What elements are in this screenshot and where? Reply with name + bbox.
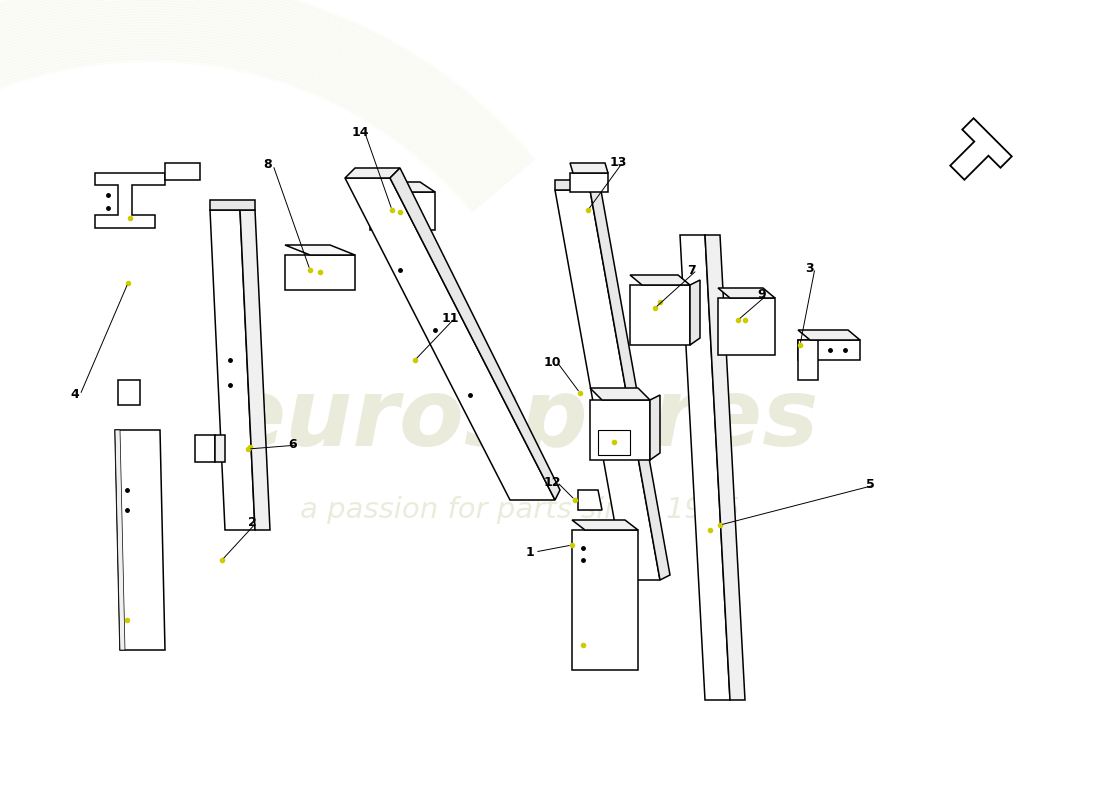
Text: 11: 11 <box>441 311 459 325</box>
Polygon shape <box>598 430 630 455</box>
Text: 8: 8 <box>264 158 273 171</box>
Polygon shape <box>650 395 660 460</box>
Polygon shape <box>630 285 690 345</box>
Text: 5: 5 <box>866 478 874 491</box>
Text: eurospares: eurospares <box>221 374 818 466</box>
Polygon shape <box>210 210 255 530</box>
Polygon shape <box>705 235 745 700</box>
Polygon shape <box>572 530 638 670</box>
Polygon shape <box>690 280 700 345</box>
Text: 13: 13 <box>609 155 627 169</box>
Polygon shape <box>578 490 602 510</box>
Polygon shape <box>285 245 355 255</box>
Polygon shape <box>214 435 225 462</box>
Polygon shape <box>116 430 165 650</box>
Polygon shape <box>630 275 690 285</box>
Polygon shape <box>195 435 214 462</box>
Polygon shape <box>210 200 255 210</box>
Polygon shape <box>680 235 730 700</box>
Text: 14: 14 <box>351 126 369 139</box>
Text: 7: 7 <box>688 263 696 277</box>
Polygon shape <box>285 255 355 290</box>
Polygon shape <box>345 168 400 178</box>
Polygon shape <box>370 182 434 192</box>
Text: 4: 4 <box>70 389 79 402</box>
Polygon shape <box>556 180 590 190</box>
Polygon shape <box>570 173 608 192</box>
Text: 3: 3 <box>805 262 814 274</box>
Text: 6: 6 <box>288 438 297 451</box>
Polygon shape <box>378 200 415 222</box>
Text: 2: 2 <box>248 515 256 529</box>
Polygon shape <box>95 173 165 228</box>
Polygon shape <box>950 118 1012 180</box>
Polygon shape <box>240 210 270 530</box>
Polygon shape <box>798 340 860 360</box>
Polygon shape <box>590 388 650 400</box>
Polygon shape <box>572 520 638 530</box>
Polygon shape <box>718 288 776 298</box>
Text: 10: 10 <box>543 355 561 369</box>
Polygon shape <box>390 168 560 500</box>
Text: 1: 1 <box>526 546 535 558</box>
Polygon shape <box>165 163 200 180</box>
Polygon shape <box>118 380 140 405</box>
Polygon shape <box>590 400 650 460</box>
Polygon shape <box>798 330 860 340</box>
Polygon shape <box>718 298 776 355</box>
Text: 12: 12 <box>543 475 561 489</box>
Polygon shape <box>570 163 608 173</box>
Polygon shape <box>556 190 660 580</box>
Polygon shape <box>345 178 556 500</box>
Text: a passion for parts since 1985: a passion for parts since 1985 <box>300 496 740 524</box>
Polygon shape <box>370 192 434 230</box>
Text: 9: 9 <box>758 289 767 302</box>
Polygon shape <box>590 185 670 580</box>
Polygon shape <box>798 340 818 380</box>
Polygon shape <box>116 430 125 650</box>
